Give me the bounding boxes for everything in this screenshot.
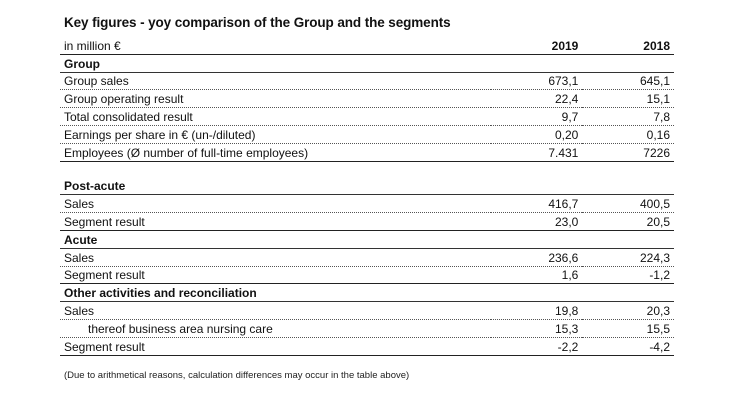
table-row: thereof business area nursing care 15,3 … [60,319,674,338]
table-row: Group operating result 22,4 15,1 [60,89,674,109]
value-2018: 7226 [582,143,674,162]
header-row: in million € 2019 2018 [60,37,674,55]
value-2018: 15,1 [582,89,674,109]
table-row: Segment result -2,2 -4,2 [60,337,674,356]
row-label: Sales [60,301,491,320]
value-2018: 7,8 [582,107,674,126]
table-title: Key figures - yoy comparison of the Grou… [64,15,451,30]
table-row: Sales 236,6 224,3 [60,248,674,267]
unit-label: in million € [60,37,491,55]
table-row: Total consolidated result 9,7 7,8 [60,107,674,126]
table-row: Earnings per share in € (un-/diluted) 0,… [60,125,674,144]
row-label: Sales [60,248,491,267]
value-2018: -1,2 [582,266,674,285]
value-2019: 23,0 [490,212,583,231]
table-row: Segment result 1,6 -1,2 [60,266,674,285]
table-row: Employees (Ø number of full-time employe… [60,143,674,162]
value-2019: 673,1 [490,72,583,91]
row-label: thereof business area nursing care [60,319,491,338]
row-label: Total consolidated result [60,107,491,126]
value-2019: 0,20 [490,125,583,144]
section-heading-post-acute: Post-acute [60,177,674,196]
row-label: Group operating result [60,89,491,109]
row-label: Segment result [60,337,491,356]
value-2019: 7.431 [490,143,583,162]
row-label: Sales [60,194,491,214]
value-2018: 15,5 [582,319,674,338]
row-label: Segment result [60,212,491,231]
key-figures-table: in million € 2019 2018 Group Group sales… [60,37,674,356]
value-2018: 224,3 [582,248,674,267]
value-2019: 22,4 [490,89,583,109]
row-label: Earnings per share in € (un-/diluted) [60,125,491,144]
value-2019: -2,2 [490,337,583,356]
footnote: (Due to arithmetical reasons, calculatio… [64,370,410,381]
section-heading-group: Group [60,54,674,73]
section-heading-acute: Acute [60,230,674,249]
table-row: Sales 416,7 400,5 [60,194,674,214]
value-2019: 15,3 [490,319,583,338]
value-2018: -4,2 [582,337,674,356]
value-2018: 20,5 [582,212,674,231]
value-2019: 236,6 [490,248,583,267]
spacer-row [60,161,674,178]
value-2019: 416,7 [490,194,583,214]
column-header-2019: 2019 [490,37,583,55]
section-heading-other: Other activities and reconciliation [60,283,674,303]
value-2019: 1,6 [490,266,583,285]
column-header-2018: 2018 [582,37,674,55]
value-2018: 20,3 [582,301,674,320]
value-2018: 0,16 [582,125,674,144]
value-2019: 19,8 [490,301,583,320]
table-row: Segment result 23,0 20,5 [60,212,674,231]
value-2018: 645,1 [582,72,674,91]
row-label: Employees (Ø number of full-time employe… [60,143,491,162]
table-row: Group sales 673,1 645,1 [60,72,674,91]
value-2019: 9,7 [490,107,583,126]
row-label: Group sales [60,72,491,91]
value-2018: 400,5 [582,194,674,214]
row-label: Segment result [60,266,491,285]
table-row: Sales 19,8 20,3 [60,301,674,320]
